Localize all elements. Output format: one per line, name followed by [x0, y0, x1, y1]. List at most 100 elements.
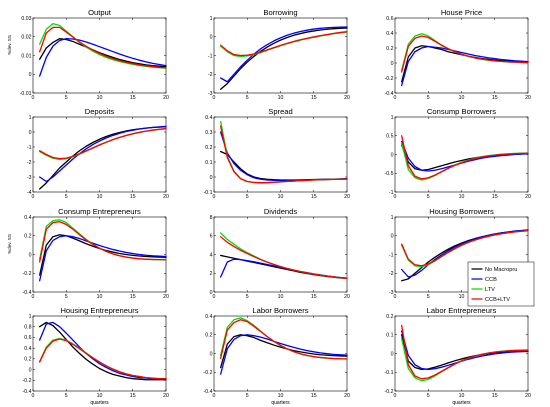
panel-output-line-no-macropru — [39, 37, 167, 68]
panel-spread-xtick-label-2: 10 — [278, 194, 284, 200]
panel-consump-entrepreneurs-ytick-label-3: 0.2 — [24, 234, 31, 240]
panel-housing-borrowers-ytick-label-3: 0 — [391, 234, 394, 240]
panel-output-ytick-label-2: 0.01 — [21, 53, 31, 59]
panel-borrowing-ytick-label-1: -2 — [208, 72, 213, 78]
panel-deposits-ytick-label-4: 0 — [29, 130, 32, 136]
panel-consump-borrowers-xtick-label-3: 15 — [492, 194, 498, 200]
panel-consump-entrepreneurs-title: Consump Entrepreneurs — [58, 207, 141, 216]
panel-consump-entrepreneurs-xtick-label-2: 10 — [97, 294, 103, 300]
panel-deposits-line-ccb — [39, 125, 167, 183]
panel-consump-entrepreneurs-xtick-label-1: 5 — [65, 294, 68, 300]
panel-borrowing-ytick-label-0: -3 — [208, 91, 213, 97]
panel-deposits-ytick-label-0: -4 — [27, 190, 32, 196]
panel-output-ytick-label-4: 0.03 — [21, 16, 31, 22]
panel-borrowing-line-no-macropru — [219, 27, 348, 90]
panel-spread-ytick-label-4: 0.3 — [205, 130, 212, 136]
panel-house-price-xtick-label-1: 5 — [427, 95, 430, 101]
legend-label-ccb-ltv: CCB+LTV — [485, 297, 510, 303]
panel-output-axes — [32, 17, 167, 94]
panel-housing-entrepreneurs-xlabel: quarters — [90, 400, 109, 406]
panel-housing-entrepreneurs-ytick-label-6: 0.8 — [24, 325, 31, 331]
panel-house-price-line-ccb-ltv — [400, 35, 529, 73]
panel-house-price-ytick-label-3: 0.2 — [386, 46, 393, 52]
panel-housing-entrepreneurs-ytick-label-4: 0.4 — [24, 346, 31, 352]
panel-dividends-xtick-label-1: 5 — [246, 294, 249, 300]
panel-dividends-ytick-label-3: 6 — [210, 234, 213, 240]
panel-labor-entrepreneurs-ytick-label-1: -0.1 — [385, 370, 394, 376]
panel-labor-entrepreneurs-xtick-label-0: 0 — [394, 393, 397, 399]
panel-consump-borrowers: Consump Borrowers 0 5 10 15 20 -1 -0.5 0 0.5 1 — [385, 107, 531, 200]
panel-house-price-axes — [394, 17, 529, 94]
panel-borrowing-ytick-label-4: 1 — [210, 16, 213, 22]
panel-spread-xtick-label-4: 20 — [344, 194, 350, 200]
panel-labor-borrowers-ytick-label-2: 0 — [210, 351, 213, 357]
panel-borrowing-xtick-label-2: 10 — [278, 95, 284, 101]
panel-housing-borrowers-title: Housing Borrowers — [429, 207, 494, 216]
panel-dividends-ytick-label-0: 0 — [210, 290, 213, 296]
panel-borrowing-xtick-label-4: 20 — [344, 95, 350, 101]
panel-consump-entrepreneurs-ytick-label-2: 0 — [29, 252, 32, 258]
panel-output-xtick-label-4: 20 — [163, 95, 169, 101]
panel-dividends-xtick-label-3: 15 — [311, 294, 317, 300]
panel-housing-entrepreneurs-ytick-label-2: 0 — [29, 367, 32, 373]
panel-consump-borrowers-ytick-label-1: -0.5 — [385, 171, 394, 177]
panel-consump-entrepreneurs-line-ccb — [39, 235, 167, 282]
panel-consump-borrowers-ytick-label-3: 0.5 — [386, 134, 393, 140]
panel-spread-line-ccb-ltv — [219, 125, 348, 184]
panel-labor-entrepreneurs-xtick-label-1: 5 — [427, 393, 430, 399]
panel-housing-borrowers-xtick-label-1: 5 — [427, 294, 430, 300]
panel-labor-borrowers-line-ccb-ltv — [219, 319, 348, 360]
panel-labor-entrepreneurs-xtick-label-4: 20 — [525, 393, 531, 399]
panel-output-line-ccb — [39, 37, 167, 77]
panel-labor-entrepreneurs-ytick-label-4: 0.2 — [386, 314, 393, 320]
panel-borrowing-xtick-label-1: 5 — [246, 95, 249, 101]
panel-housing-entrepreneurs-ytick-label-3: 0.2 — [24, 357, 31, 363]
panel-deposits-title: Deposits — [85, 107, 115, 116]
panel-housing-borrowers-ytick-label-1: -2 — [389, 271, 394, 277]
panel-spread-xtick-label-0: 0 — [213, 194, 216, 200]
panel-output-line-ccb-ltv — [39, 26, 167, 69]
panel-consump-entrepreneurs-xtick-label-4: 20 — [163, 294, 169, 300]
panel-output-ytick-label-0: -0.01 — [20, 91, 32, 97]
panel-labor-entrepreneurs-ytick-label-2: 0 — [391, 351, 394, 357]
panel-labor-borrowers-xtick-label-4: 20 — [344, 393, 350, 399]
panel-house-price-xtick-label-4: 20 — [525, 95, 531, 101]
panel-housing-borrowers-line-ccb — [400, 229, 529, 278]
panel-labor-entrepreneurs-ytick-label-3: 0.1 — [386, 333, 393, 339]
panel-housing-entrepreneurs-ytick-label-5: 0.6 — [24, 335, 31, 341]
panel-spread-ytick-label-3: 0.2 — [205, 145, 212, 151]
panel-consump-borrowers-ytick-label-2: 0 — [391, 152, 394, 158]
panel-deposits-ytick-label-1: -3 — [27, 175, 32, 181]
panel-labor-entrepreneurs-title: Labor Entrepreneurs — [427, 306, 497, 315]
panel-consump-entrepreneurs-ytick-label-1: -0.2 — [23, 271, 32, 277]
panel-housing-entrepreneurs-title: Housing Entrepreneurs — [60, 306, 138, 315]
panel-labor-borrowers-xtick-label-3: 15 — [311, 393, 317, 399]
panel-deposits-xtick-label-3: 15 — [130, 194, 136, 200]
panel-house-price-ytick-label-2: 0 — [391, 61, 394, 67]
panel-consump-entrepreneurs-ytick-label-0: -0.4 — [23, 290, 32, 296]
panel-borrowing-ytick-label-3: 0 — [210, 35, 213, 41]
panel-housing-entrepreneurs-xtick-label-3: 15 — [130, 393, 136, 399]
panel-consump-entrepreneurs-xtick-label-3: 15 — [130, 294, 136, 300]
panel-consump-borrowers-ytick-label-0: -1 — [389, 190, 394, 196]
panel-labor-entrepreneurs-axes — [394, 315, 529, 392]
panel-house-price-xtick-label-2: 10 — [459, 95, 465, 101]
panel-house-price-ytick-label-5: 0.6 — [386, 16, 393, 22]
panel-labor-borrowers-xlabel: quarters — [271, 400, 290, 406]
panel-housing-borrowers-xtick-label-2: 10 — [459, 294, 465, 300]
panel-housing-borrowers-ytick-label-0: -3 — [389, 290, 394, 296]
panel-deposits-ytick-label-5: 1 — [29, 115, 32, 121]
panel-output-xtick-label-3: 15 — [130, 95, 136, 101]
panel-deposits-xtick-label-4: 20 — [163, 194, 169, 200]
panel-output-xtick-label-0: 0 — [32, 95, 35, 101]
panel-housing-entrepreneurs-line-no-macropru — [39, 321, 167, 381]
panel-dividends-xtick-label-0: 0 — [213, 294, 216, 300]
panel-dividends-title: Dividends — [264, 207, 298, 216]
legend-label-ccb: CCB — [485, 277, 497, 283]
panel-consump-borrowers-title: Consump Borrowers — [427, 107, 496, 116]
panel-housing-entrepreneurs-xtick-label-2: 10 — [97, 393, 103, 399]
panel-deposits-xtick-label-1: 5 — [65, 194, 68, 200]
